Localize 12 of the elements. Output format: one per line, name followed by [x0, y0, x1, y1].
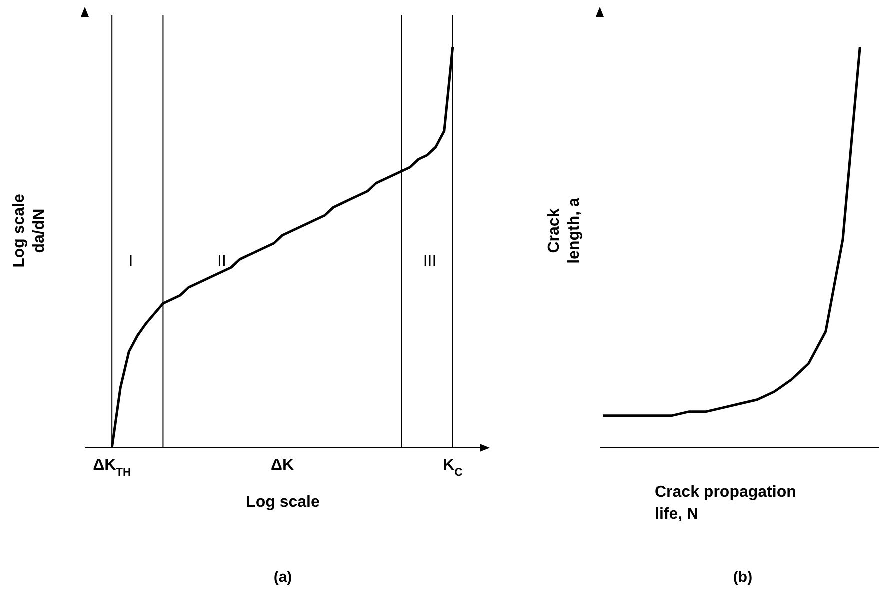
- y-axis-title: Log scale da/dN: [10, 193, 49, 270]
- x-axis-title: Log scale: [245, 493, 321, 513]
- x-tick-label: ΔK: [270, 457, 294, 474]
- x-axis-title: Crack propagation life, N: [655, 483, 798, 525]
- x-tick-label: ΔK$_{TH}$: [93, 457, 132, 479]
- annotation: II: [216, 252, 228, 272]
- annotation: I: [128, 252, 134, 272]
- text: (a): [272, 569, 294, 586]
- text: (b): [732, 569, 754, 586]
- annotation: III: [422, 252, 438, 272]
- x-tick-label: K$_{C}$: [443, 457, 463, 479]
- y-axis-title: Crack length, a: [545, 197, 584, 266]
